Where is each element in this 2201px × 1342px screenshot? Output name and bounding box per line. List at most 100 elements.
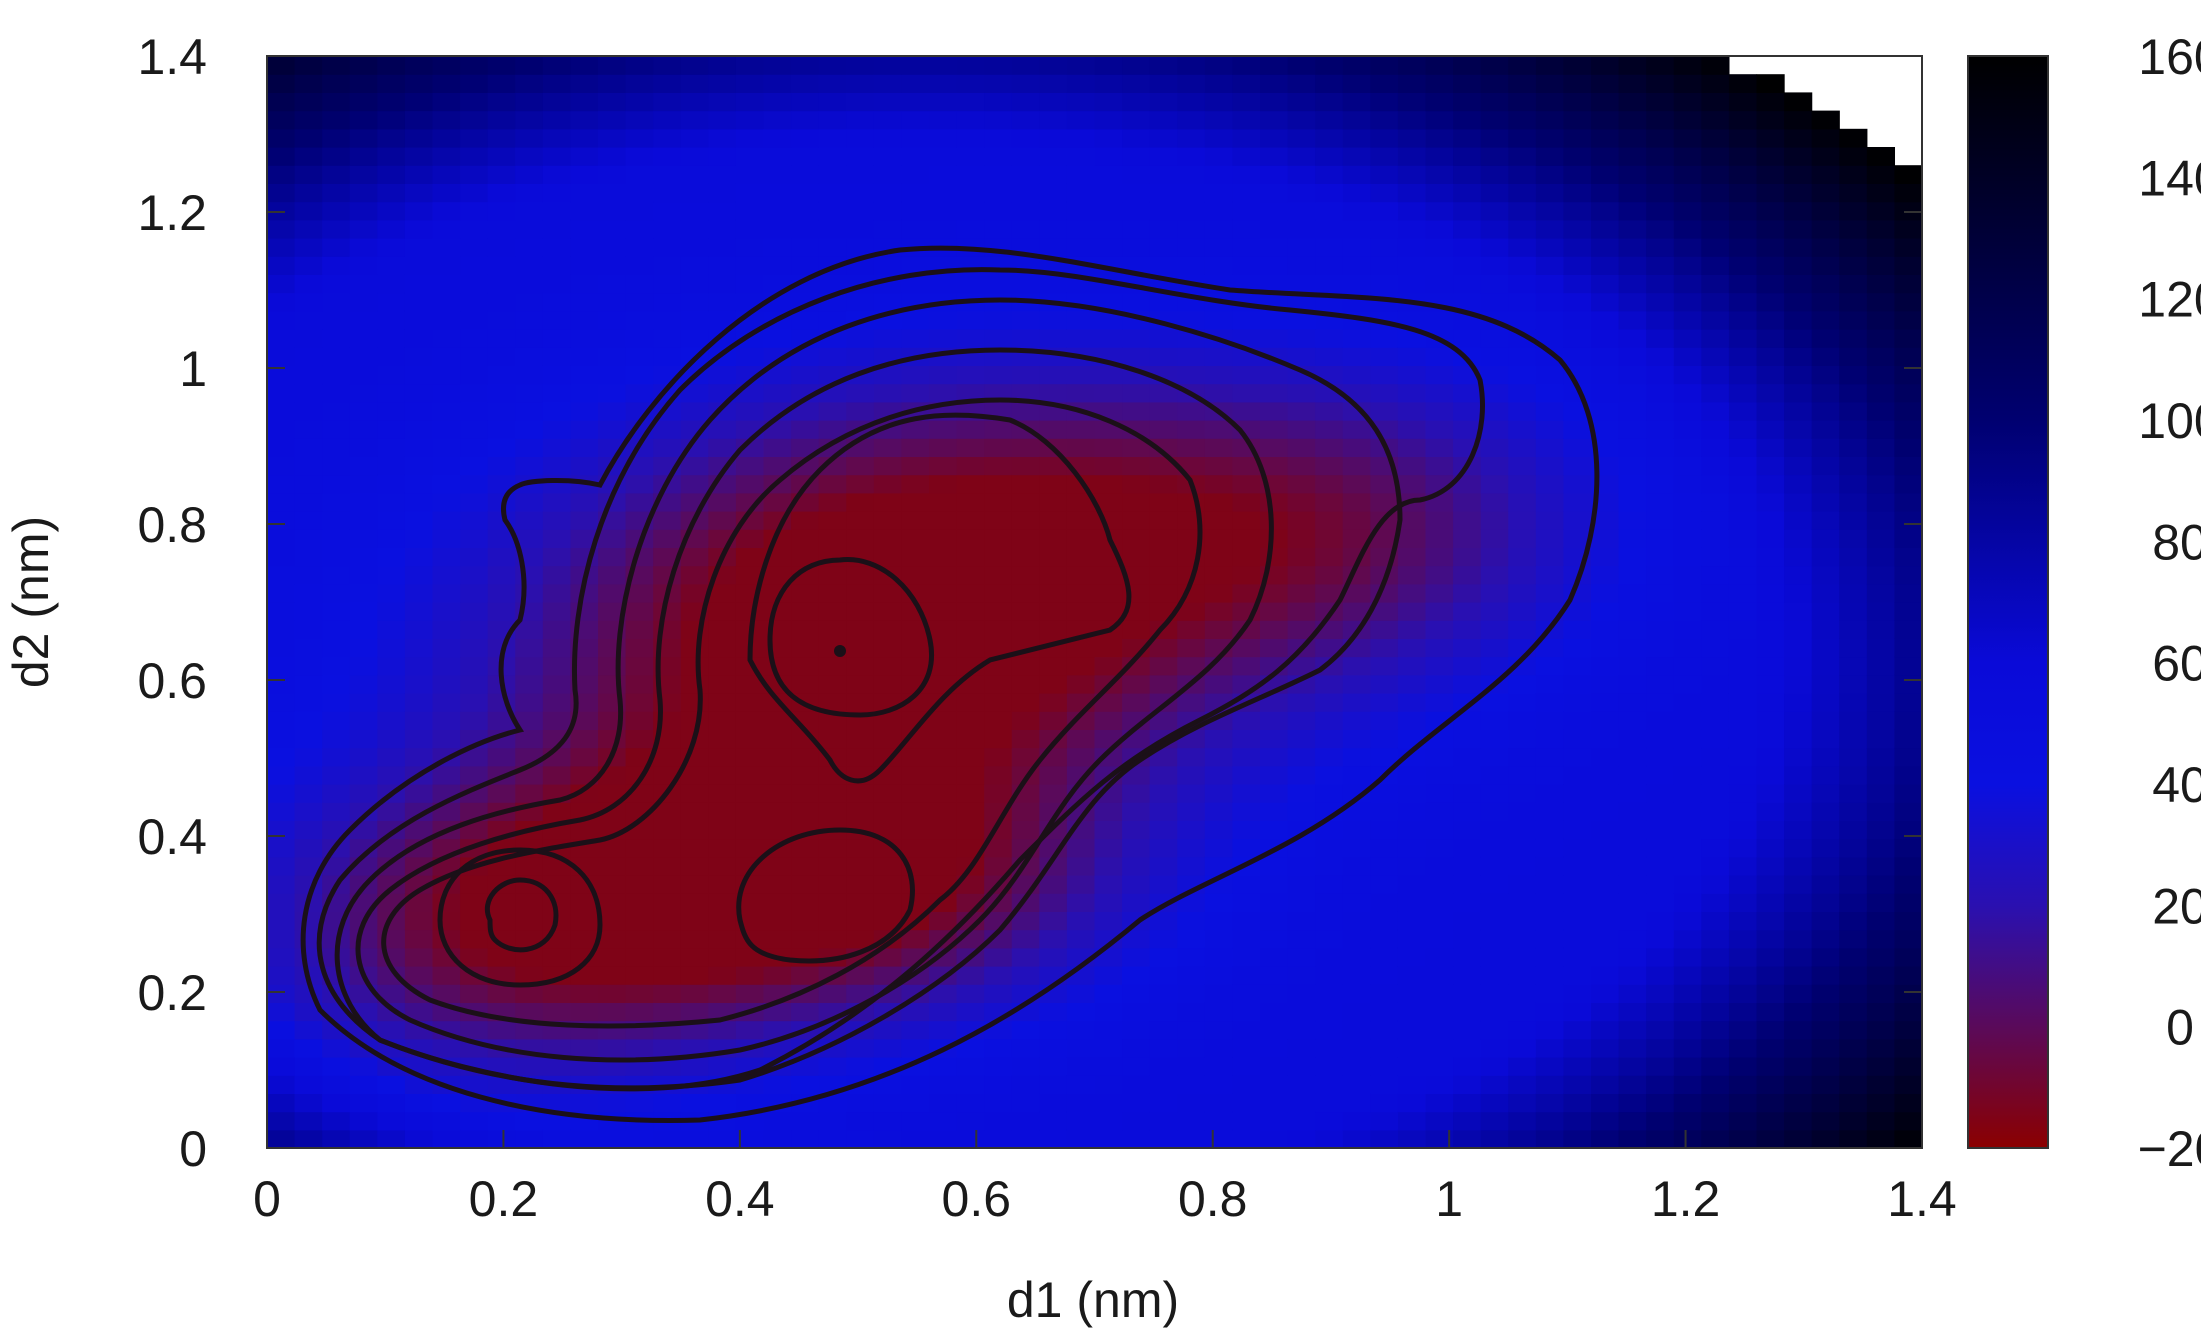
heatmap-cell: [1094, 1002, 1123, 1022]
heatmap-cell: [1342, 365, 1371, 385]
heatmap-cell: [515, 420, 544, 439]
heatmap-cell: [708, 219, 737, 239]
heatmap-cell: [680, 456, 709, 476]
heatmap-cell: [1591, 219, 1620, 239]
heatmap-cell: [708, 674, 737, 694]
heatmap-cell: [1122, 802, 1151, 821]
heatmap-cell: [1701, 256, 1730, 275]
heatmap-cell: [1673, 1002, 1702, 1022]
heatmap-cell: [1287, 401, 1316, 421]
heatmap-cell: [1784, 602, 1813, 621]
heatmap-cell: [404, 656, 434, 676]
heatmap-cell: [1342, 201, 1371, 221]
heatmap-cell: [763, 74, 792, 93]
heatmap-cell: [1066, 747, 1096, 767]
heatmap-cell: [377, 674, 406, 694]
heatmap-cell: [1756, 529, 1785, 548]
heatmap-cell: [1177, 1038, 1206, 1058]
heatmap-cell: [791, 547, 820, 567]
heatmap-cell: [598, 56, 627, 75]
heatmap-cell: [1701, 456, 1730, 476]
heatmap-cell: [267, 565, 296, 585]
heatmap-cell: [1728, 1111, 1758, 1131]
heatmap-cell: [625, 256, 654, 275]
heatmap-cell: [377, 711, 406, 730]
heatmap-cell: [1563, 966, 1592, 985]
heatmap-cell: [1894, 565, 1922, 585]
heatmap-cell: [873, 1075, 903, 1094]
heatmap-cell: [460, 1075, 489, 1094]
heatmap-cell: [377, 347, 406, 366]
heatmap-cell: [1397, 802, 1427, 821]
heatmap-cell: [1177, 947, 1206, 967]
heatmap-cell: [901, 492, 930, 512]
heatmap-cell: [1232, 547, 1261, 567]
heatmap-cell: [1894, 492, 1922, 512]
heatmap-cell: [1673, 511, 1702, 530]
heatmap-cell: [791, 401, 820, 421]
heatmap-cell: [1011, 128, 1040, 148]
heatmap-cell: [1177, 820, 1206, 840]
heatmap-cell: [1149, 183, 1178, 203]
heatmap-cell: [1260, 911, 1289, 931]
heatmap-cell: [1646, 74, 1675, 93]
heatmap-cell: [404, 711, 434, 730]
heatmap-cell: [542, 947, 572, 967]
heatmap-cell: [1397, 511, 1427, 530]
heatmap-cell: [294, 1129, 323, 1148]
heatmap-cell: [846, 529, 875, 548]
heatmap-cell: [791, 201, 820, 221]
heatmap-cell: [1453, 1093, 1482, 1113]
heatmap-cell: [1563, 474, 1592, 494]
heatmap-cell: [984, 947, 1013, 967]
heatmap-cell: [1618, 693, 1647, 712]
heatmap-cell: [1453, 838, 1482, 858]
heatmap-cell: [267, 638, 296, 658]
heatmap-cell: [1563, 1075, 1592, 1094]
heatmap-cell: [625, 201, 654, 221]
heatmap-cell: [487, 347, 516, 366]
heatmap-cell: [1425, 565, 1454, 585]
heatmap-cell: [1287, 765, 1316, 785]
heatmap-cell: [1894, 438, 1922, 457]
heatmap-cell: [432, 456, 461, 476]
heatmap-cell: [956, 420, 985, 439]
heatmap-cell: [570, 274, 599, 294]
heatmap-cell: [322, 329, 351, 348]
heatmap-cell: [763, 456, 792, 476]
heatmap-cell: [1453, 911, 1482, 931]
heatmap-cell: [1011, 219, 1040, 239]
heatmap-cell: [404, 420, 434, 439]
heatmap-cell: [929, 1057, 958, 1076]
heatmap-cell: [1315, 420, 1344, 439]
heatmap-cell: [1232, 947, 1261, 967]
heatmap-cell: [708, 310, 737, 330]
heatmap-cell: [1342, 784, 1371, 803]
heatmap-cell: [1866, 1129, 1896, 1148]
heatmap-cell: [542, 147, 572, 166]
heatmap-cell: [1370, 365, 1399, 385]
heatmap-cell: [791, 747, 820, 767]
heatmap-cell: [1728, 147, 1758, 166]
heatmap-cell: [1701, 711, 1730, 730]
heatmap-cell: [818, 183, 847, 203]
heatmap-cell: [1342, 674, 1371, 694]
heatmap-cell: [322, 92, 351, 112]
heatmap-cell: [515, 110, 544, 130]
heatmap-cell: [1315, 492, 1344, 512]
heatmap-cell: [598, 729, 627, 749]
heatmap-cell: [1232, 256, 1261, 275]
heatmap-cell: [818, 620, 847, 639]
heatmap-cell: [1122, 183, 1151, 203]
heatmap-cell: [487, 256, 516, 275]
heatmap-cell: [1039, 656, 1068, 676]
heatmap-cell: [1728, 820, 1758, 840]
heatmap-cell: [1260, 802, 1289, 821]
heatmap-cell: [1039, 492, 1068, 512]
heatmap-cell: [1315, 56, 1344, 75]
heatmap-cell: [680, 838, 709, 858]
heatmap-cell: [322, 183, 351, 203]
heatmap-cell: [1315, 1057, 1344, 1076]
heatmap-cell: [1066, 893, 1096, 912]
heatmap-cell: [680, 383, 709, 403]
